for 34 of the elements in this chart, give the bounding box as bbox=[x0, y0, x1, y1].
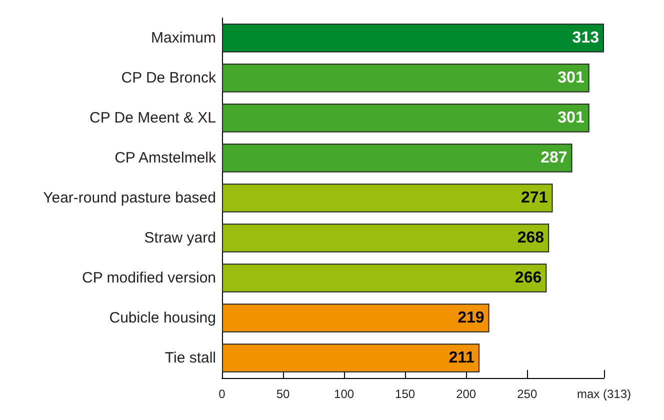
data-label: 266 bbox=[514, 270, 542, 286]
data-label: 287 bbox=[540, 150, 568, 166]
x-tick-label: 100 bbox=[334, 387, 354, 401]
data-label: 219 bbox=[458, 310, 484, 326]
x-tick-label: 200 bbox=[456, 387, 476, 401]
x-tick-label: 150 bbox=[395, 387, 416, 401]
y-tick-label: CP De Bronck bbox=[121, 70, 216, 86]
bar bbox=[222, 144, 572, 172]
y-tick-label: Maximum bbox=[150, 30, 216, 46]
bar bbox=[222, 344, 480, 372]
data-label: 271 bbox=[521, 190, 548, 206]
y-tick-label: Tie stall bbox=[164, 350, 216, 366]
data-label: 268 bbox=[517, 230, 544, 246]
bar bbox=[222, 184, 553, 212]
bar bbox=[222, 104, 590, 132]
x-tick-label: 50 bbox=[276, 387, 290, 401]
data-label: 313 bbox=[572, 30, 600, 46]
y-tick-label: CP De Meent & XL bbox=[90, 110, 216, 126]
x-tick-label: 0 bbox=[218, 387, 226, 401]
bar bbox=[222, 24, 604, 52]
bar bbox=[222, 264, 547, 292]
data-label: 301 bbox=[558, 110, 584, 126]
x-tick-label: 250 bbox=[517, 387, 538, 401]
bar bbox=[222, 64, 590, 92]
x-tick-label: max (313) bbox=[576, 387, 632, 401]
data-label: 301 bbox=[558, 70, 584, 86]
y-tick-label: CP modified version bbox=[82, 270, 216, 286]
y-tick-label: Year-round pasture based bbox=[43, 190, 216, 206]
bar bbox=[222, 304, 490, 332]
y-tick-label: Straw yard bbox=[144, 230, 216, 246]
bar bbox=[222, 224, 550, 252]
data-label: 211 bbox=[448, 350, 475, 366]
y-tick-label: CP Amstelmelk bbox=[114, 150, 216, 166]
y-tick-label: Cubicle housing bbox=[109, 310, 216, 326]
